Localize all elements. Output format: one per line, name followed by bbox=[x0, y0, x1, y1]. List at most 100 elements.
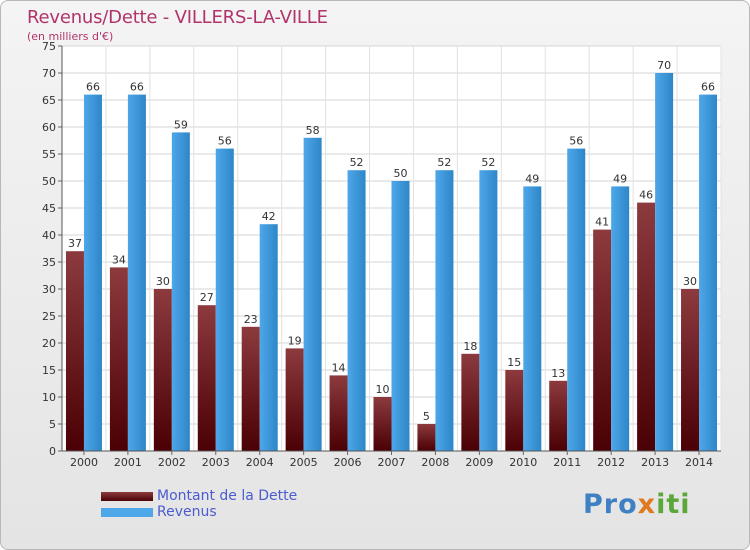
legend-swatch-revenus bbox=[101, 508, 153, 517]
bar-dette-2007 bbox=[373, 397, 392, 451]
legend-swatch-dette bbox=[101, 492, 153, 501]
data-label-revenus-2009: 52 bbox=[481, 156, 495, 169]
data-label-dette-2003: 27 bbox=[200, 291, 214, 304]
data-label-revenus-2013: 70 bbox=[657, 59, 671, 72]
y-tick-label: 50 bbox=[42, 175, 56, 188]
data-label-revenus-2003: 56 bbox=[218, 135, 232, 148]
bar-dette-2013 bbox=[637, 202, 656, 451]
data-label-dette-2002: 30 bbox=[156, 275, 170, 288]
data-label-dette-2014: 30 bbox=[683, 275, 697, 288]
data-label-revenus-2008: 52 bbox=[437, 156, 451, 169]
x-tick-label-2007: 2007 bbox=[378, 456, 406, 469]
bar-revenus-2011 bbox=[567, 148, 586, 451]
chart-title: Revenus/Dette - VILLERS-LA-VILLE bbox=[27, 7, 328, 28]
y-tick-label: 60 bbox=[42, 121, 56, 134]
bar-revenus-2000 bbox=[83, 94, 102, 451]
data-label-revenus-2014: 66 bbox=[701, 81, 715, 94]
y-tick-label: 35 bbox=[42, 256, 56, 269]
bar-dette-2005 bbox=[285, 348, 304, 451]
bar-revenus-2002 bbox=[171, 132, 190, 451]
x-tick-label-2006: 2006 bbox=[334, 456, 362, 469]
data-label-revenus-2006: 52 bbox=[350, 156, 364, 169]
data-label-revenus-2002: 59 bbox=[174, 118, 188, 131]
bar-dette-2006 bbox=[329, 375, 348, 451]
bar-revenus-2014 bbox=[699, 94, 718, 451]
bar-layer: 37 66 34 66 30 59 27 56 23 42 19 58 14 52 10 50 5 52 18 52 1… bbox=[65, 59, 718, 452]
y-tick-label: 10 bbox=[42, 391, 56, 404]
data-label-revenus-2010: 49 bbox=[525, 172, 539, 185]
x-tick-label-2001: 2001 bbox=[114, 456, 142, 469]
bar-revenus-2013 bbox=[655, 73, 674, 451]
bar-revenus-2005 bbox=[303, 137, 322, 452]
bar-revenus-2006 bbox=[347, 170, 366, 451]
x-tick-label-2004: 2004 bbox=[246, 456, 274, 469]
bar-dette-2003 bbox=[197, 305, 216, 451]
data-label-revenus-2005: 58 bbox=[306, 124, 320, 137]
y-tick-label: 75 bbox=[42, 40, 56, 53]
bar-dette-2004 bbox=[241, 326, 260, 451]
bar-revenus-2007 bbox=[391, 181, 410, 451]
x-tick-label-2005: 2005 bbox=[290, 456, 318, 469]
data-label-dette-2008: 5 bbox=[423, 410, 430, 423]
bar-dette-2001 bbox=[109, 267, 128, 451]
x-tick-label-2003: 2003 bbox=[202, 456, 230, 469]
y-tick-label: 15 bbox=[42, 364, 56, 377]
bar-dette-2009 bbox=[461, 353, 480, 451]
axis-layer: 0 5 10 15 20 25 30 35 40 45 50 55 60 65 70 75 2000 2001 20… bbox=[42, 40, 721, 469]
data-label-dette-2006: 14 bbox=[332, 361, 346, 374]
bar-dette-2008 bbox=[417, 424, 436, 451]
x-tick-label-2010: 2010 bbox=[509, 456, 537, 469]
y-tick-label: 25 bbox=[42, 310, 56, 323]
data-label-revenus-2011: 56 bbox=[569, 135, 583, 148]
x-tick-label-2011: 2011 bbox=[553, 456, 581, 469]
y-tick-label: 5 bbox=[49, 418, 56, 431]
x-tick-label-2008: 2008 bbox=[421, 456, 449, 469]
chart-subtitle: (en milliers d'€) bbox=[27, 30, 114, 43]
bar-revenus-2004 bbox=[259, 224, 278, 451]
data-label-dette-2005: 19 bbox=[288, 334, 302, 347]
bar-dette-2010 bbox=[505, 370, 524, 451]
data-label-revenus-2001: 66 bbox=[130, 81, 144, 94]
x-tick-label-2000: 2000 bbox=[70, 456, 98, 469]
x-tick-label-2002: 2002 bbox=[158, 456, 186, 469]
data-label-revenus-2012: 49 bbox=[613, 172, 627, 185]
x-tick-label-2009: 2009 bbox=[465, 456, 493, 469]
y-tick-label: 45 bbox=[42, 202, 56, 215]
y-tick-label: 20 bbox=[42, 337, 56, 350]
data-label-revenus-2000: 66 bbox=[86, 81, 100, 94]
bar-dette-2000 bbox=[65, 251, 84, 451]
proxiti-logo: Proxiti bbox=[583, 489, 691, 520]
x-tick-label-2013: 2013 bbox=[641, 456, 669, 469]
bar-dette-2012 bbox=[593, 229, 612, 451]
data-label-dette-2004: 23 bbox=[244, 313, 258, 326]
data-label-revenus-2004: 42 bbox=[262, 210, 276, 223]
data-label-dette-2000: 37 bbox=[68, 237, 82, 250]
data-label-dette-2013: 46 bbox=[639, 189, 653, 202]
bar-revenus-2012 bbox=[611, 186, 630, 451]
bar-dette-2011 bbox=[549, 380, 568, 451]
data-label-dette-2009: 18 bbox=[463, 340, 477, 353]
bar-dette-2002 bbox=[153, 289, 172, 451]
y-tick-label: 40 bbox=[42, 229, 56, 242]
y-tick-label: 70 bbox=[42, 67, 56, 80]
bar-revenus-2003 bbox=[215, 148, 234, 451]
bar-dette-2014 bbox=[681, 289, 700, 451]
bar-revenus-2008 bbox=[435, 170, 454, 451]
data-label-dette-2007: 10 bbox=[376, 383, 390, 396]
x-tick-label-2014: 2014 bbox=[685, 456, 713, 469]
bar-revenus-2001 bbox=[127, 94, 146, 451]
bar-revenus-2009 bbox=[479, 170, 498, 451]
data-label-revenus-2007: 50 bbox=[394, 167, 408, 180]
y-tick-label: 30 bbox=[42, 283, 56, 296]
legend-label-revenus: Revenus bbox=[157, 504, 217, 520]
legend-label-dette: Montant de la Dette bbox=[157, 488, 298, 504]
bar-revenus-2010 bbox=[523, 186, 542, 451]
data-label-dette-2010: 15 bbox=[507, 356, 521, 369]
data-label-dette-2011: 13 bbox=[551, 367, 565, 380]
data-label-dette-2012: 41 bbox=[595, 216, 609, 229]
y-tick-label: 55 bbox=[42, 148, 56, 161]
x-tick-label-2012: 2012 bbox=[597, 456, 625, 469]
y-tick-label: 65 bbox=[42, 94, 56, 107]
